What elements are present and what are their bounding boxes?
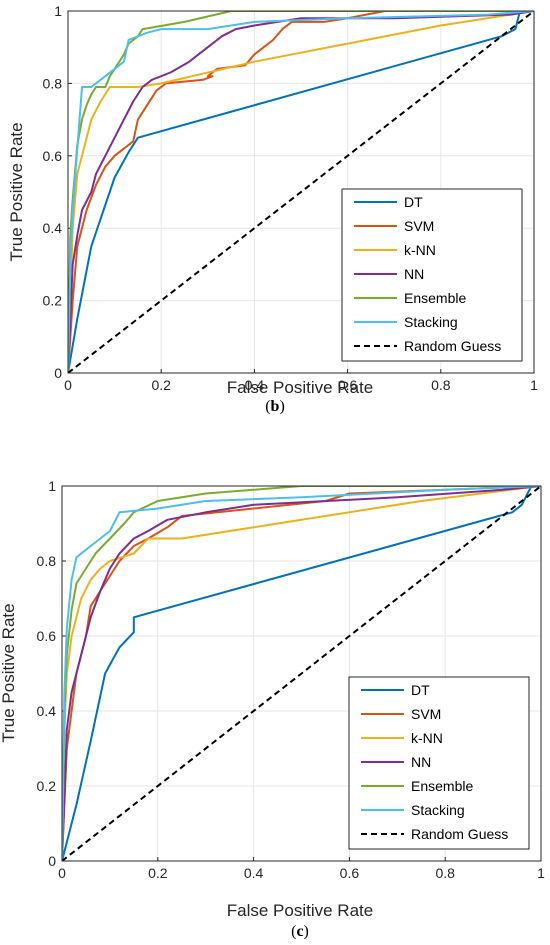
series-line-stacking — [68, 11, 534, 373]
legend-label: DT — [411, 682, 430, 698]
series-group — [68, 11, 534, 373]
x-tick-label: 0.2 — [151, 377, 171, 393]
y-tick-label: 0 — [54, 365, 62, 381]
axes-box — [67, 10, 535, 374]
legend: DT SVM k-NN NN Ensemble Stacking Random Guess — [341, 188, 523, 362]
legend-label: Stacking — [411, 802, 465, 818]
series-group — [62, 486, 541, 861]
y-tick-label: 0.4 — [37, 703, 57, 719]
series-line-dt — [68, 11, 534, 373]
x-tick-label: 1 — [537, 865, 545, 881]
x-tick-label: 0.2 — [148, 865, 168, 881]
y-tick-label: 0.2 — [43, 293, 63, 309]
series-line-nn — [62, 486, 541, 861]
series-line-random-guess — [68, 11, 534, 373]
y-tick-label: 0.2 — [37, 778, 57, 794]
series-line-svm — [68, 11, 534, 373]
x-tick-label: 0.4 — [244, 865, 264, 881]
legend-label: Random Guess — [404, 338, 501, 354]
series-line-ensemble — [62, 486, 541, 861]
legend-label: Stacking — [404, 314, 458, 330]
x-tick-label: 1 — [530, 377, 538, 393]
x-tick-label: 0.8 — [431, 377, 451, 393]
legend-label: Random Guess — [411, 826, 508, 842]
legend-label: k-NN — [411, 730, 443, 746]
y-tick-label: 1 — [54, 3, 62, 19]
y-tick-label: 0 — [48, 853, 56, 869]
legend-label: SVM — [404, 218, 434, 234]
x-axis-label: False Positive Rate — [227, 378, 373, 397]
legend-label: DT — [404, 194, 423, 210]
legend: DT SVM k-NN NN Ensemble Stacking Random Guess — [348, 676, 530, 850]
figure-caption: (c) — [291, 923, 309, 940]
x-tick-label: 0.6 — [340, 865, 360, 881]
x-tick-label: 0 — [64, 377, 72, 393]
series-line-k-nn — [68, 11, 534, 373]
legend-label: k-NN — [404, 242, 436, 258]
series-line-stacking — [62, 486, 541, 861]
x-axis-label: False Positive Rate — [227, 901, 373, 920]
y-axis-label: True Positive Rate — [7, 122, 26, 261]
x-tick-label: 0.8 — [435, 865, 455, 881]
x-tick-label: 0 — [58, 865, 66, 881]
legend-label: SVM — [411, 706, 441, 722]
legend-label: Ensemble — [404, 290, 466, 306]
legend-label: Ensemble — [411, 778, 473, 794]
x-tick-label: 0.6 — [338, 377, 358, 393]
legend-label: NN — [404, 266, 424, 282]
y-tick-label: 0.4 — [43, 220, 63, 236]
x-tick-label: 0.4 — [245, 377, 265, 393]
figure-caption: (b) — [265, 398, 285, 415]
chart-1: 0 0.2 0.4 0.6 0.8 1 0 0.2 0.4 0.6 0.8 1 DT SVM k-NN NN E… — [0, 478, 545, 940]
chart-0: 0 0.2 0.4 0.6 0.8 1 0 0.2 0.4 0.6 0.8 1 DT SVM k-NN NN E… — [7, 3, 538, 415]
y-tick-label: 0.6 — [43, 148, 63, 164]
series-line-dt — [62, 486, 541, 861]
series-line-k-nn — [62, 486, 541, 861]
series-line-svm — [62, 486, 541, 861]
y-axis-label: True Positive Rate — [0, 603, 18, 742]
y-tick-label: 0.6 — [37, 628, 57, 644]
y-tick-label: 1 — [48, 478, 56, 494]
series-line-random-guess — [62, 486, 541, 861]
y-tick-label: 0.8 — [37, 553, 57, 569]
y-tick-label: 0.8 — [43, 75, 63, 91]
legend-label: NN — [411, 754, 431, 770]
axes-box — [61, 485, 542, 862]
